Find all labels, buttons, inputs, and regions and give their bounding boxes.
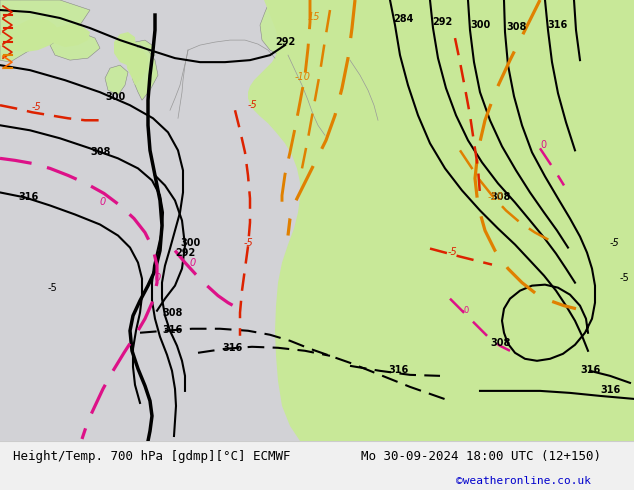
Text: 0: 0	[190, 258, 197, 268]
Text: -5: -5	[448, 246, 458, 257]
Polygon shape	[248, 0, 634, 441]
Text: 308: 308	[90, 147, 110, 157]
Polygon shape	[128, 40, 155, 70]
Text: 308: 308	[162, 308, 183, 318]
Polygon shape	[130, 45, 158, 100]
Text: -5: -5	[244, 238, 254, 247]
Text: 292: 292	[275, 37, 295, 47]
Text: 0: 0	[155, 272, 161, 283]
Polygon shape	[268, 0, 382, 142]
Polygon shape	[260, 0, 380, 85]
Text: -0: -0	[462, 306, 470, 315]
Polygon shape	[0, 0, 60, 52]
Polygon shape	[126, 47, 148, 85]
Text: 300: 300	[180, 238, 200, 247]
Polygon shape	[0, 0, 90, 62]
Text: -10: -10	[295, 72, 311, 82]
Text: 292: 292	[432, 17, 452, 27]
Text: 316: 316	[600, 385, 620, 395]
Text: 284: 284	[393, 14, 413, 24]
Text: 316: 316	[580, 365, 600, 375]
Polygon shape	[48, 24, 90, 47]
Text: 15: 15	[308, 12, 321, 22]
Text: 316: 316	[162, 325, 182, 335]
Text: 300: 300	[105, 92, 126, 102]
Text: Mo 30-09-2024 18:00 UTC (12+150): Mo 30-09-2024 18:00 UTC (12+150)	[361, 450, 602, 463]
Text: ©weatheronline.co.uk: ©weatheronline.co.uk	[456, 476, 592, 486]
Text: 308: 308	[490, 193, 510, 202]
Text: 0: 0	[540, 140, 546, 150]
Text: -5: -5	[610, 238, 620, 247]
Text: 316: 316	[18, 193, 38, 202]
Text: Height/Temp. 700 hPa [gdmp][°C] ECMWF: Height/Temp. 700 hPa [gdmp][°C] ECMWF	[13, 450, 290, 463]
Text: 308: 308	[490, 338, 510, 348]
Polygon shape	[105, 65, 128, 95]
Text: -5: -5	[48, 283, 58, 293]
Text: 0: 0	[100, 197, 107, 207]
Text: -5: -5	[620, 272, 630, 283]
Text: 300: 300	[470, 20, 490, 30]
Text: 316: 316	[222, 343, 242, 353]
Polygon shape	[114, 32, 136, 65]
Text: 292: 292	[175, 247, 195, 258]
Text: -5: -5	[248, 100, 258, 110]
Polygon shape	[50, 32, 100, 60]
Text: -5: -5	[32, 102, 42, 112]
Text: 308: 308	[506, 22, 526, 32]
Text: 316: 316	[388, 365, 408, 375]
Text: -10: -10	[488, 193, 504, 202]
Text: 316: 316	[547, 20, 567, 30]
